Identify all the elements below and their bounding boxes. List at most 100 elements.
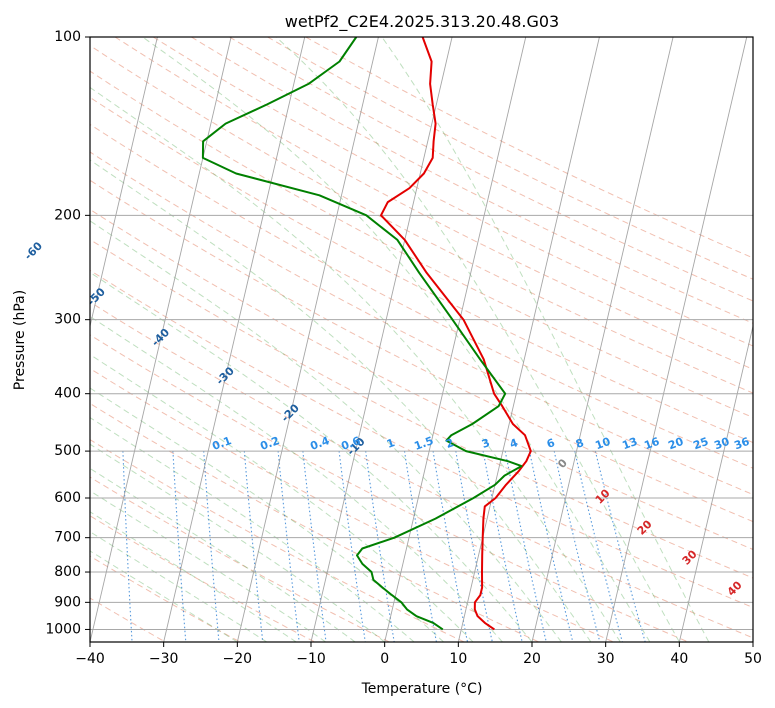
mixing-ratio-line	[302, 451, 327, 642]
dry-adiabat-line	[90, 334, 689, 642]
sounding-series	[201, 37, 532, 631]
y-tick-label: 100	[54, 29, 81, 45]
mixing-ratio-line	[243, 451, 264, 642]
isotherm-line	[384, 37, 527, 642]
moist-adiabat-line	[90, 159, 592, 642]
axis-ticks: −40 −30 −20 −10 0 10 20 30 40 5010020030040050060…	[45, 29, 762, 667]
x-tick-label: 50	[744, 651, 762, 667]
mixing-ratio-label: 30	[712, 435, 731, 453]
mixing-ratio-line	[277, 451, 300, 642]
mixing-ratio-label: 10	[593, 435, 612, 453]
mixing-ratio-line	[482, 450, 523, 642]
dry-adiabat-line	[90, 439, 465, 642]
x-tick-label: −10	[296, 651, 326, 667]
dry-adiabat-line	[90, 555, 241, 642]
mixing-ratio-label: 4	[508, 436, 520, 451]
x-tick-label: −40	[75, 651, 105, 667]
dry-adiabat-line	[90, 179, 753, 523]
isotherm-line	[90, 37, 158, 329]
mixing-ratio-label: 16	[642, 435, 661, 453]
dewpoint-profile-line	[201, 37, 523, 631]
plot-frame	[89, 36, 754, 643]
mixing-ratio-line	[553, 450, 601, 642]
dry-adiabat-line	[90, 269, 753, 609]
y-tick-label: 600	[54, 490, 81, 506]
mixing-ratio-label: 0.4	[308, 434, 331, 453]
dry-adiabat-line	[90, 151, 753, 496]
y-tick-label: 300	[54, 312, 81, 328]
y-axis-title: Pressure (hPa)	[12, 290, 28, 390]
dry-adiabat-line	[90, 238, 753, 579]
mixing-ratio-line	[172, 451, 187, 642]
mixing-ratio-label: 1	[385, 436, 397, 451]
mixing-ratio-label: 13	[620, 435, 639, 452]
moist-adiabat-line	[90, 220, 562, 642]
moist-adiabat-line	[90, 387, 444, 642]
x-axis-title: Temperature (°C)	[361, 681, 483, 697]
x-tick-label: 0	[380, 651, 389, 667]
isotherm-line	[163, 37, 306, 642]
mixing-ratio-label: 20	[666, 435, 685, 453]
moist-adiabat-line	[142, 37, 651, 642]
dry-adiabat-line	[90, 208, 753, 551]
mixing-ratio-label: 3	[480, 436, 492, 451]
grid-lines	[90, 37, 753, 642]
y-tick-label: 1000	[45, 621, 81, 637]
moist-adiabat-line	[90, 271, 533, 642]
mixing-ratio-label: 2	[444, 436, 456, 451]
chart-title: wetPf2_C2E4.2025.313.20.48.G03	[285, 12, 559, 32]
moist-adiabat-line	[90, 467, 356, 642]
moist-adiabat-line	[90, 417, 415, 642]
y-tick-label: 800	[54, 564, 81, 580]
isotherm-line	[531, 37, 674, 642]
dry-adiabat-line	[90, 96, 753, 444]
dry-adiabat-line	[90, 44, 753, 394]
moist-adiabat-line	[90, 490, 326, 642]
background-guide-lines	[90, 37, 753, 642]
dry-adiabat-line	[90, 476, 390, 642]
moist-adiabat-line	[90, 315, 503, 642]
x-tick-label: 30	[597, 651, 615, 667]
mixing-ratio-label: 0.1	[210, 434, 233, 453]
mixing-ratio-label: 0.6	[339, 434, 362, 453]
isotherm-line	[236, 37, 379, 642]
moist-adiabat-line	[275, 37, 680, 642]
x-tick-label: −20	[223, 651, 253, 667]
temperature-profile-line	[380, 37, 532, 631]
y-tick-label: 700	[54, 530, 81, 546]
y-tick-label: 200	[54, 207, 81, 223]
dry-adiabat-line	[90, 123, 753, 469]
mixing-ratio-label: 6	[545, 436, 557, 451]
dry-adiabat-line	[90, 597, 166, 642]
dry-adiabat-line	[90, 368, 614, 642]
y-tick-label: 900	[54, 594, 81, 610]
x-tick-label: 40	[670, 651, 688, 667]
mixing-ratio-line	[203, 451, 220, 642]
mixing-ratio-line	[122, 451, 133, 642]
y-tick-label: 400	[54, 386, 81, 402]
moist-adiabat-line	[90, 353, 474, 642]
moist-adiabat-line	[381, 37, 710, 642]
x-tick-label: 20	[523, 651, 541, 667]
mixing-ratio-line	[528, 450, 574, 642]
mixing-ratio-label: 0.2	[258, 434, 281, 453]
dry-adiabat-line	[90, 402, 540, 642]
moist-adiabat-line	[90, 86, 621, 642]
isotherm-line	[678, 324, 753, 642]
dry-adiabat-line	[90, 70, 753, 419]
mixing-ratio-label: 25	[691, 435, 710, 452]
mixing-ratio-label: 1.5	[412, 434, 435, 453]
dry-adiabat-line	[114, 37, 753, 370]
moist-adiabat-line	[90, 443, 386, 642]
y-tick-label: 500	[54, 443, 81, 459]
isotherm-line	[605, 37, 748, 642]
mixing-ratio-label: 8	[574, 436, 586, 451]
mixing-ratio-line	[338, 451, 366, 642]
x-tick-label: 10	[449, 651, 467, 667]
mixing-ratio-line	[574, 450, 623, 642]
x-tick-label: −30	[149, 651, 179, 667]
mixing-ratio-line	[504, 450, 547, 642]
